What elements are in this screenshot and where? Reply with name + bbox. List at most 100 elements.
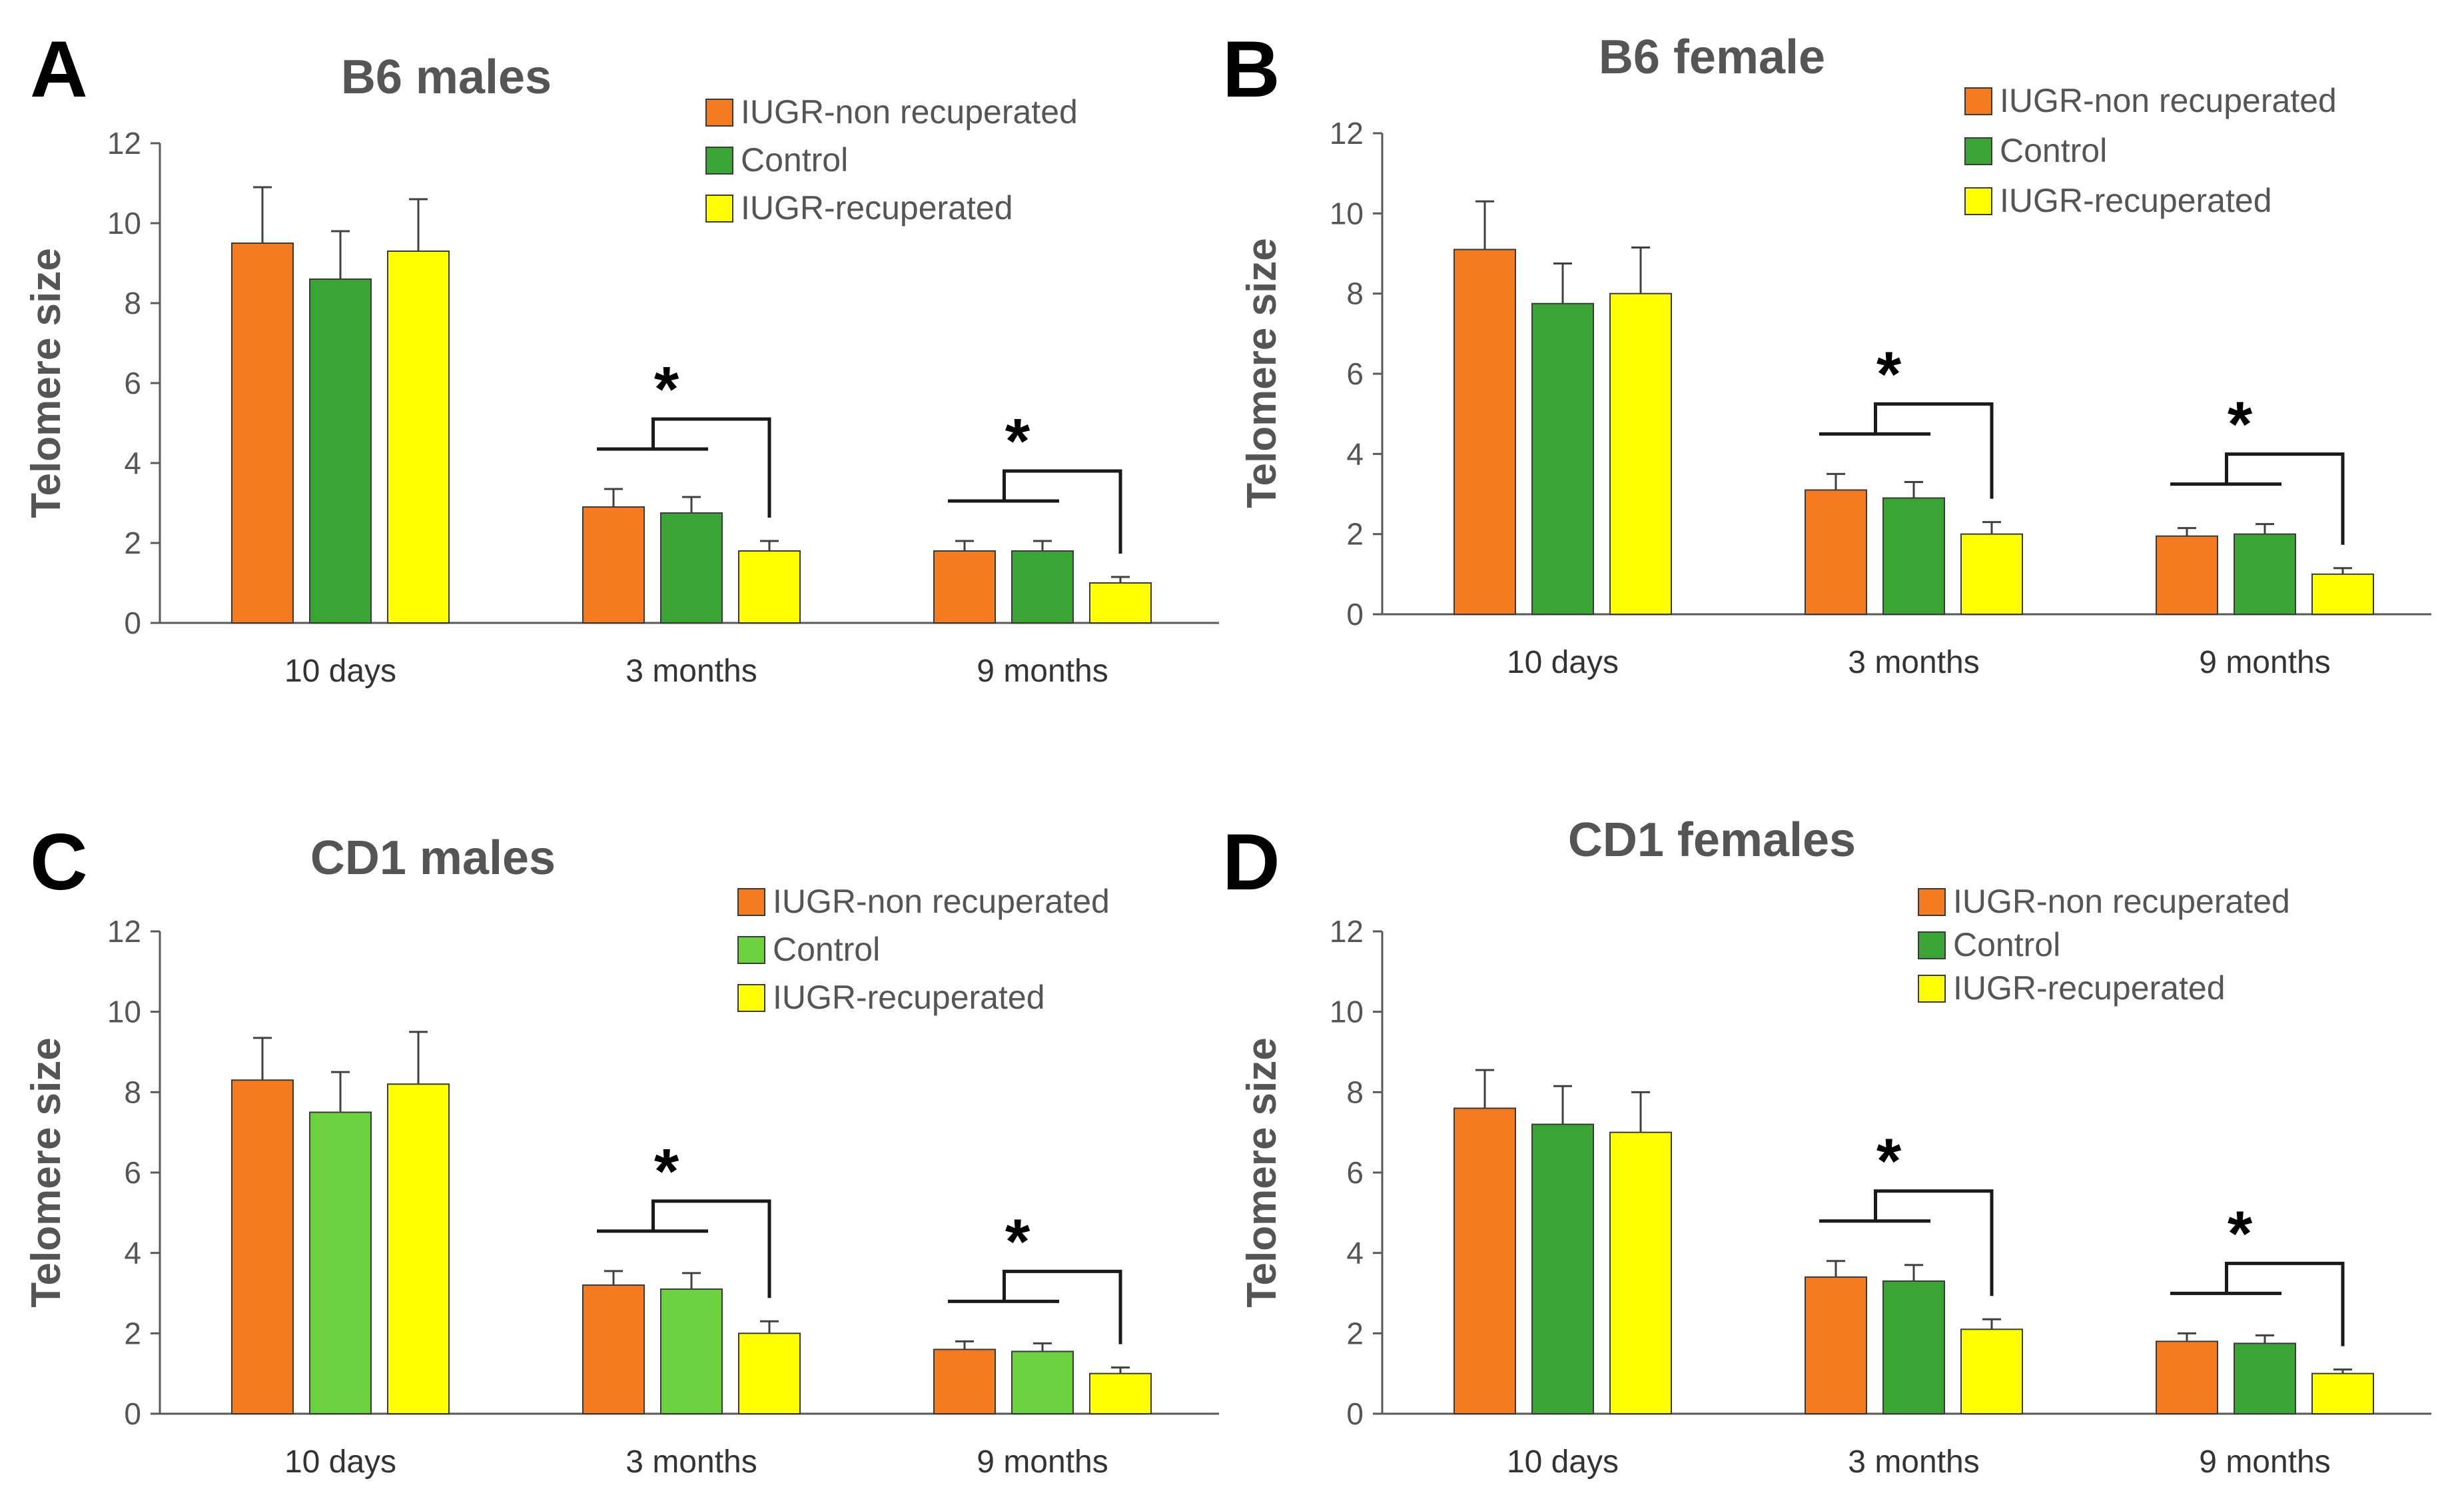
bar <box>660 512 723 624</box>
chart-panel-b: B B6 female 0 2 4 6 8 10 12 Telomere size 10 days 3… <box>1222 25 2431 680</box>
significance-bracket <box>1003 1269 1122 1344</box>
legend-label: Control <box>773 931 880 968</box>
bar <box>1089 582 1152 624</box>
legend-swatch <box>737 984 765 1012</box>
chart-title: B6 female <box>1599 31 1825 84</box>
x-category-label: 10 days <box>284 654 396 689</box>
significance-star: * <box>1005 1206 1030 1277</box>
legend-swatch <box>1918 888 1946 916</box>
y-axis-title: Telomere size <box>1239 1037 1285 1307</box>
y-tick-label: 4 <box>124 446 141 480</box>
y-axis-title: Telomere size <box>1239 238 1285 508</box>
legend-swatch <box>1918 931 1946 959</box>
chart-title: CD1 males <box>310 831 556 885</box>
bar <box>2311 1372 2374 1415</box>
bar <box>1960 1328 2023 1415</box>
legend-label: Control <box>2000 132 2107 169</box>
chart-title: B6 males <box>341 51 552 104</box>
y-tick-label: 12 <box>1330 914 1364 949</box>
chart-panel-d: D CD1 females 0 2 4 6 8 10 12 Telomere size 10 day… <box>1222 813 2431 1480</box>
bar <box>1609 292 1672 615</box>
legend-swatch <box>1964 87 1992 115</box>
significance-star: * <box>2228 1198 2253 1269</box>
legend-swatch <box>705 147 733 175</box>
y-tick-label: 0 <box>124 606 141 640</box>
bar <box>1531 302 1594 615</box>
bar <box>1960 533 2023 616</box>
bar <box>387 250 450 624</box>
x-category-label: 9 months <box>2199 645 2330 680</box>
y-tick-label: 4 <box>1346 436 1364 471</box>
y-tick-label: 2 <box>124 1316 141 1350</box>
bar <box>1882 497 1945 615</box>
x-category-label: 10 days <box>284 1444 396 1480</box>
bar <box>231 1079 294 1414</box>
bar <box>1805 489 1867 615</box>
bar <box>2311 573 2374 615</box>
x-category-label: 9 months <box>977 1444 1108 1480</box>
y-tick-label: 12 <box>1330 116 1364 151</box>
y-tick-label: 10 <box>107 995 141 1029</box>
x-category-label: 3 months <box>1848 645 1979 680</box>
legend-swatch <box>705 99 733 127</box>
significance-star: * <box>2228 389 2253 460</box>
bar <box>738 550 801 624</box>
bar <box>660 1288 723 1415</box>
bar <box>582 506 645 624</box>
y-tick-label: 10 <box>1330 995 1364 1029</box>
legend-swatch <box>1918 975 1946 1003</box>
bar <box>2234 1342 2296 1414</box>
significance-bracket <box>1003 469 1122 554</box>
legend-label: IUGR-non recuperated <box>1953 883 2290 920</box>
significance-bracket <box>2225 1261 2345 1346</box>
bar <box>933 1348 996 1415</box>
y-tick-label: 12 <box>107 914 141 949</box>
significance-bracket <box>1874 1189 1994 1296</box>
y-tick-label: 8 <box>124 286 141 320</box>
y-tick-label: 4 <box>124 1236 141 1270</box>
y-tick-label: 12 <box>107 126 141 161</box>
legend-label: Control <box>1953 926 2060 963</box>
bar <box>2156 535 2218 615</box>
bar <box>2234 533 2296 616</box>
y-axis-title: Telomere size <box>23 248 69 518</box>
y-tick-label: 2 <box>1346 517 1364 552</box>
significance-star: * <box>654 1136 679 1207</box>
panel-letter: B <box>1222 25 1280 114</box>
x-category-label: 3 months <box>625 1444 757 1480</box>
legend-label: IUGR-recuperated <box>2000 182 2272 219</box>
legend-label: Control <box>741 141 848 179</box>
legend-label: IUGR-recuperated <box>773 979 1045 1016</box>
significance-bracket <box>651 417 771 518</box>
y-tick-label: 10 <box>107 206 141 241</box>
legend-swatch <box>1964 187 1992 215</box>
y-axis-title: Telomere size <box>23 1037 69 1307</box>
legend-swatch <box>1964 137 1992 165</box>
bar <box>1011 1350 1074 1414</box>
legend-swatch <box>737 936 765 964</box>
bar <box>738 1332 801 1415</box>
legend-label: IUGR-recuperated <box>741 189 1013 227</box>
y-tick-label: 6 <box>124 366 141 400</box>
y-tick-label: 0 <box>1346 1396 1364 1431</box>
bar <box>1609 1131 1672 1414</box>
chart-title: CD1 females <box>1568 813 1856 867</box>
y-tick-label: 8 <box>1346 1075 1364 1109</box>
x-category-label: 3 months <box>625 654 757 689</box>
significance-star: * <box>1876 338 1902 410</box>
x-category-label: 10 days <box>1507 645 1619 680</box>
panel-letter: D <box>1222 817 1280 907</box>
bar <box>1453 249 1516 615</box>
y-tick-label: 4 <box>1346 1236 1364 1270</box>
significance-star: * <box>1876 1126 1902 1197</box>
significance-star: * <box>1005 406 1030 477</box>
x-category-label: 9 months <box>977 654 1108 689</box>
legend-swatch <box>737 888 765 916</box>
y-tick-label: 10 <box>1330 196 1364 231</box>
bar <box>2156 1340 2218 1415</box>
y-tick-label: 2 <box>124 526 141 560</box>
bar <box>1011 550 1074 624</box>
legend-swatch <box>705 195 733 223</box>
x-category-label: 3 months <box>1848 1444 1979 1480</box>
